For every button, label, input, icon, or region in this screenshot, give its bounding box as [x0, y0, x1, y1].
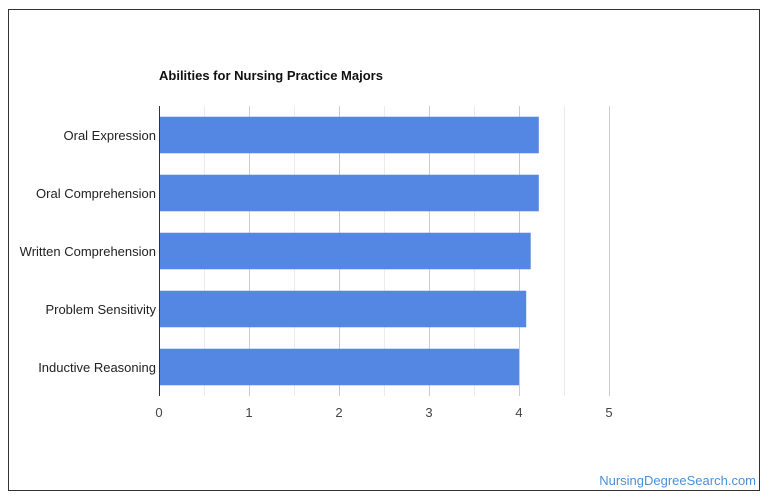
- bar: [159, 232, 531, 270]
- bar: [159, 348, 519, 386]
- tick-labels: 0 1 2 3 4 5: [155, 405, 612, 420]
- x-tick-label: 1: [245, 405, 252, 420]
- x-tick-label: 5: [605, 405, 612, 420]
- bar: [159, 116, 539, 154]
- source-link[interactable]: NursingDegreeSearch.com: [599, 473, 756, 488]
- category-label: Problem Sensitivity: [45, 302, 156, 317]
- x-tick-label: 3: [425, 405, 432, 420]
- x-tick-label: 0: [155, 405, 162, 420]
- chart-title: Abilities for Nursing Practice Majors: [159, 68, 383, 83]
- category-label: Inductive Reasoning: [38, 360, 156, 375]
- x-tick-label: 4: [515, 405, 522, 420]
- category-labels: Oral Expression Oral Comprehension Written…: [20, 128, 157, 375]
- category-label: Oral Expression: [64, 128, 156, 143]
- bar: [159, 290, 527, 328]
- x-tick-label: 2: [335, 405, 342, 420]
- category-label: Oral Comprehension: [36, 186, 156, 201]
- category-label: Written Comprehension: [20, 244, 156, 259]
- bar: [159, 174, 539, 212]
- bars: [159, 116, 539, 386]
